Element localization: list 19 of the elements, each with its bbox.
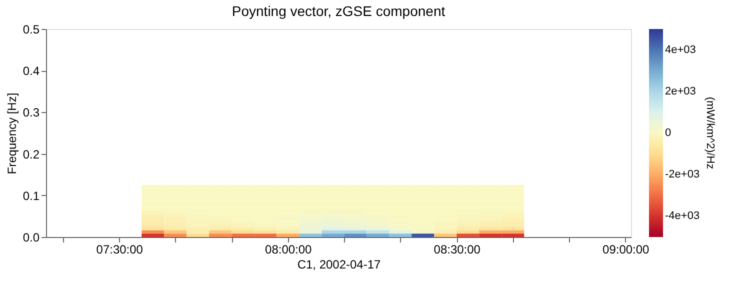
x-tick-label: 09:00:00	[602, 242, 650, 256]
color-bar-label: 4e+03	[665, 44, 696, 56]
color-bar-label: 2e+03	[665, 85, 696, 98]
color-bar-label: -2e+03	[665, 168, 700, 181]
x-tick-label: 08:00:00	[265, 242, 312, 256]
y-axis-title: Frequency [Hz]	[4, 92, 19, 174]
color-bar-title: (mW/km^2)/Hz	[704, 96, 716, 170]
x-axis-title: C1, 2002-04-17	[297, 258, 382, 272]
y-tick-label: 0.0	[22, 230, 40, 244]
y-tick-label: 0.5	[22, 22, 40, 36]
y-tick-label: 0.4	[22, 64, 40, 78]
x-tick-label: 07:30:00	[96, 242, 144, 256]
y-tick-label: 0.3	[22, 106, 40, 120]
y-tick-label: 0.2	[22, 147, 40, 162]
y-tick-label: 0.1	[22, 188, 40, 203]
x-tick-label: 08:30:00	[434, 242, 481, 256]
color-bar-label: 0	[665, 127, 672, 139]
color-bar-label: -4e+03	[665, 210, 700, 222]
chart-title: Poynting vector, zGSE component	[232, 3, 446, 19]
